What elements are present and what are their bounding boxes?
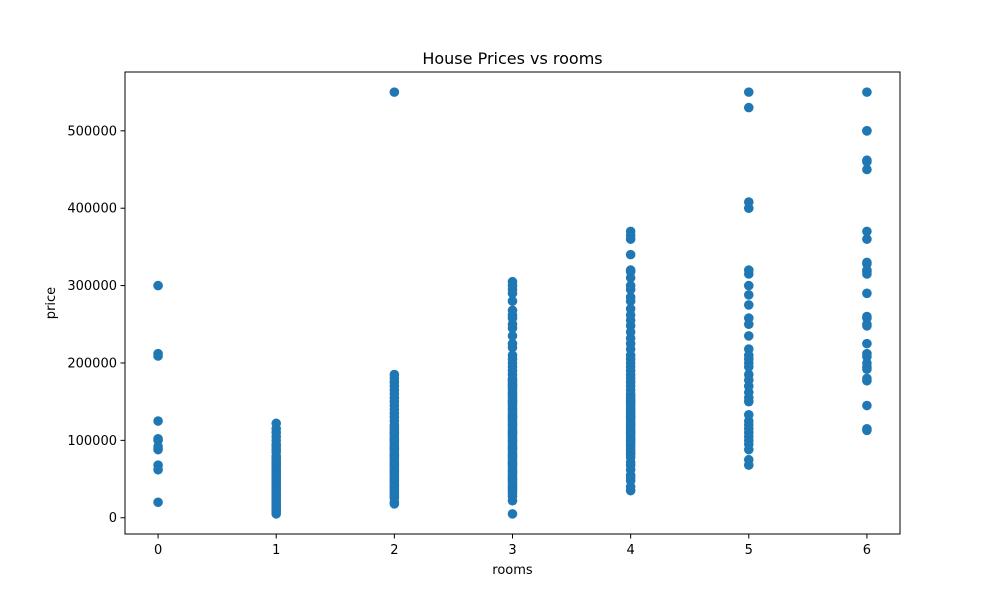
data-point — [153, 434, 163, 444]
data-point — [743, 344, 754, 354]
x-tick-label: 2 — [390, 543, 398, 558]
x-tick-label: 4 — [626, 543, 634, 558]
data-point — [862, 226, 872, 237]
data-point — [153, 497, 163, 508]
data-point — [507, 276, 518, 287]
data-point — [862, 87, 872, 97]
data-point — [862, 338, 872, 349]
data-point — [507, 296, 518, 306]
data-point — [743, 369, 754, 380]
x-tick-label: 0 — [154, 543, 162, 558]
data-point — [507, 305, 518, 316]
data-point — [862, 257, 872, 268]
data-point — [862, 164, 872, 175]
data-point — [743, 410, 754, 420]
x-tick-label: 6 — [863, 543, 871, 558]
data-point — [153, 460, 163, 470]
data-point — [507, 338, 518, 349]
data-point — [625, 265, 636, 275]
x-axis-label: rooms — [492, 563, 533, 578]
data-point — [862, 311, 872, 322]
data-point — [625, 304, 636, 314]
data-points — [153, 87, 872, 519]
data-point — [862, 155, 872, 166]
data-point — [507, 350, 518, 361]
data-point — [153, 348, 163, 359]
data-point — [743, 87, 754, 97]
data-point — [153, 416, 163, 426]
data-point — [862, 126, 872, 136]
data-point — [507, 509, 518, 519]
y-tick-label: 0 — [109, 511, 117, 526]
data-point — [743, 290, 754, 300]
y-tick-label: 500000 — [67, 124, 117, 139]
y-axis-label: price — [44, 287, 59, 319]
x-axis: 0 1 2 3 4 5 6 — [154, 534, 871, 558]
x-tick-label: 3 — [508, 543, 516, 558]
data-point — [271, 418, 282, 429]
data-point — [743, 102, 754, 113]
data-point — [743, 331, 754, 341]
data-point — [862, 373, 872, 384]
data-point — [743, 454, 754, 465]
chart-title: House Prices vs rooms — [422, 49, 602, 68]
data-point — [625, 249, 636, 260]
data-point — [743, 280, 754, 291]
data-point — [743, 300, 754, 310]
data-point — [389, 369, 400, 380]
data-point — [862, 288, 872, 299]
data-point — [862, 423, 872, 434]
data-point — [625, 292, 636, 303]
data-point — [153, 280, 163, 291]
y-tick-label: 200000 — [67, 356, 117, 371]
data-point — [743, 265, 754, 275]
y-tick-label: 300000 — [67, 279, 117, 294]
data-point — [625, 280, 636, 291]
data-point — [743, 313, 754, 323]
data-point — [743, 197, 754, 207]
x-tick-label: 1 — [272, 543, 280, 558]
data-point — [507, 331, 518, 341]
data-point — [862, 400, 872, 411]
x-tick-label: 5 — [745, 543, 753, 558]
y-tick-label: 100000 — [67, 434, 117, 449]
y-tick-label: 400000 — [67, 202, 117, 217]
data-point — [862, 234, 872, 244]
data-point — [625, 226, 636, 237]
data-point — [862, 348, 872, 359]
y-axis: 0 100000 200000 300000 400000 500000 — [67, 124, 125, 526]
data-point — [389, 87, 400, 97]
